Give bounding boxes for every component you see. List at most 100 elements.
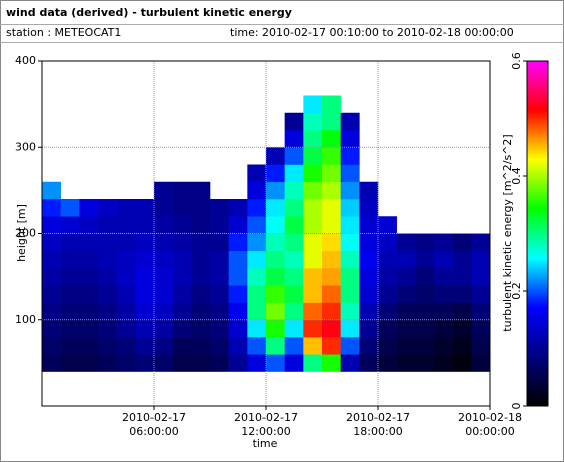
heatmap-cell (266, 302, 285, 321)
heatmap-cell (284, 233, 304, 252)
heatmap-cell (378, 302, 397, 321)
heatmap-cell (452, 285, 472, 303)
heatmap-cell (452, 337, 472, 355)
heatmap-cell (210, 233, 229, 252)
heatmap-cell (322, 130, 341, 148)
heatmap-cell (359, 337, 379, 355)
heatmap-cell (191, 181, 211, 200)
heatmap-cell (210, 199, 229, 217)
heatmap-cell (172, 233, 192, 252)
heatmap-cell (98, 233, 117, 252)
heatmap-cell (135, 216, 155, 234)
heatmap-cell (322, 268, 341, 286)
heatmap-cell (172, 285, 192, 303)
heatmap-cell (98, 199, 117, 217)
heatmap-cell (210, 354, 229, 372)
heatmap-cell (322, 112, 341, 131)
heatmap-cell (191, 199, 211, 217)
heatmap-cell (191, 354, 211, 372)
heatmap-cell (247, 199, 267, 217)
heatmap-cell (154, 354, 173, 372)
x-tick-label: 2010-02-18 (458, 411, 522, 424)
x-axis-label: time (253, 437, 278, 450)
heatmap-cell (116, 268, 136, 286)
time-range: time: 2010-02-17 00:10:00 to 2010-02-18 … (230, 26, 514, 39)
heatmap-cell (452, 354, 472, 372)
heatmap-cell (228, 233, 248, 252)
heatmap-cell (378, 250, 397, 269)
heatmap-cell (154, 268, 173, 286)
heatmap-cell (191, 268, 211, 286)
x-tick-label: 2010-02-17 (234, 411, 298, 424)
heatmap-cell (322, 250, 341, 269)
heatmap-cell (247, 285, 267, 303)
heatmap-cell (303, 216, 323, 234)
heatmap-cell (452, 233, 472, 252)
heatmap-cell (415, 285, 435, 303)
colorbar-tick-label: 0.6 (510, 52, 523, 70)
heatmap-cell (98, 216, 117, 234)
heatmap-cell (172, 319, 192, 338)
heatmap-cell (191, 233, 211, 252)
heatmap-cell (415, 319, 435, 338)
heatmap-cell (60, 285, 80, 303)
heatmap-cell (42, 250, 61, 269)
heatmap-cell (266, 337, 285, 355)
heatmap-cell (452, 250, 472, 269)
heatmap-cell (340, 250, 360, 269)
x-tick-label: 18:00:00 (353, 425, 402, 438)
heatmap-cell (471, 354, 491, 372)
heatmap-cell (415, 250, 435, 269)
heatmap-cell (303, 112, 323, 131)
heatmap-cell (340, 337, 360, 355)
heatmap-cell (415, 354, 435, 372)
heatmap-cell (228, 319, 248, 338)
heatmap-cell (359, 250, 379, 269)
heatmap-cell (340, 285, 360, 303)
heatmap-cell (284, 130, 304, 148)
heatmap-cell (116, 319, 136, 338)
heatmap-cell (210, 250, 229, 269)
heatmap-cell (340, 164, 360, 183)
heatmap-cell (340, 199, 360, 217)
heatmap-cell (284, 181, 304, 200)
heatmap-cell (98, 285, 117, 303)
heatmap-cell (247, 268, 267, 286)
heatmap-cell (60, 302, 80, 321)
heatmap-cell (452, 302, 472, 321)
heatmap-cell (135, 319, 155, 338)
heatmap-cell (79, 354, 99, 372)
heatmap-cell (172, 337, 192, 355)
y-axis-label: height [m] (15, 204, 28, 262)
heatmap-cell (135, 285, 155, 303)
heatmap-cell (434, 268, 453, 286)
heatmap-cell (452, 268, 472, 286)
heatmap-cell (396, 337, 416, 355)
heatmap-cell (340, 216, 360, 234)
heatmap-cell (284, 147, 304, 165)
heatmap-cell (396, 250, 416, 269)
heatmap-cell (247, 181, 267, 200)
heatmap-cell (172, 354, 192, 372)
heatmap-cell (247, 250, 267, 269)
heatmap-cell (434, 233, 453, 252)
heatmap-cell (340, 147, 360, 165)
x-tick-label: 2010-02-17 (346, 411, 410, 424)
heatmap-cell (303, 285, 323, 303)
heatmap-cell (172, 216, 192, 234)
heatmap-cell (60, 268, 80, 286)
heatmap-cell (266, 164, 285, 183)
heatmap-cell (266, 319, 285, 338)
heatmap-cell (79, 285, 99, 303)
heatmap-cell (42, 354, 61, 372)
heatmap-cell (60, 354, 80, 372)
heatmap-cell (471, 285, 491, 303)
heatmap-cell (284, 199, 304, 217)
heatmap-cell (378, 216, 397, 234)
heatmap-cell (303, 250, 323, 269)
heatmap-cell (396, 285, 416, 303)
y-tick-label: 300 (15, 140, 36, 153)
heatmap-cell (191, 216, 211, 234)
x-tick-label: 12:00:00 (241, 425, 290, 438)
heatmap-cell (247, 302, 267, 321)
